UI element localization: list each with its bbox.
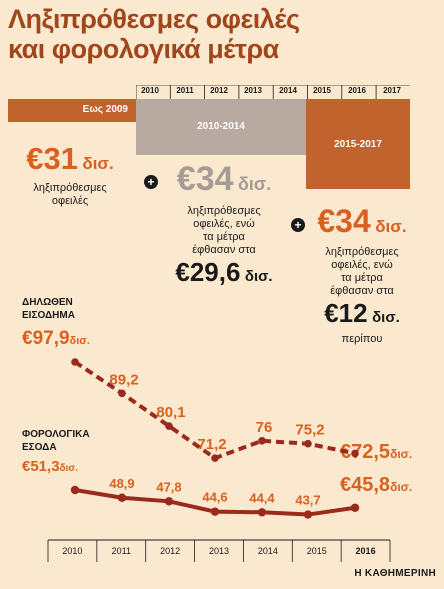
tax-data-point [257,508,267,517]
top-year: 2012 [210,86,228,95]
top-year: 2013 [244,86,262,95]
top-year: 2014 [279,86,297,95]
tax-data-point [164,497,174,506]
income-value-label: 71,2 [197,436,226,453]
tax-data-point [350,503,360,512]
tax-series-line [74,488,356,517]
tax-value-label: 44,4 [249,490,275,505]
period-band-until-2009: Εως 2009 [8,99,136,122]
tax-first-value: €51,3δισ. [22,458,79,475]
tax-value-label: 48,9 [109,476,134,491]
tax-value-label: 47,8 [156,479,181,494]
x-tick-label: 2013 [209,546,229,556]
income-data-point [118,389,126,398]
tax-series-label: ΦΟΡΟΛΟΓΙΚΑ ΕΣΟΔΑ [22,429,90,453]
top-year: 2016 [348,86,366,95]
plus-icon: + [144,175,158,189]
arrears-amount: €34 [176,160,234,198]
income-series-label: ΔΗΛΩΘΕΝ ΕΙΣΟΔΗΜΑ [22,297,75,321]
top-year: 2011 [176,86,194,95]
tax-last-value: €45,8δισ. [340,474,413,496]
income-first-value: €97,9δισ. [22,328,90,349]
income-value-label: 75,2 [295,422,324,439]
x-tick-label: 2016 [356,546,376,556]
income-data-point [304,439,312,448]
x-tick-label: 2014 [258,546,278,556]
tax-data-point [117,493,127,502]
x-tick-label: 2012 [160,546,180,556]
block-until-2009: €31 δισ. ληξιπρόθεσμες οφειλές [26,141,114,208]
top-year-bar: 2010 2011 2012 2013 2014 2015 2016 2017 [136,85,410,99]
top-year: 2017 [383,86,401,95]
arrears-amount: €34 [317,203,371,239]
arrears-amount: €31 [26,141,78,176]
measures-amount: €12 [324,298,368,328]
income-series-line [73,360,356,461]
measures-amount: €29,6 [175,257,241,287]
period-band-2015-2017: 2015-2017 [306,99,410,189]
top-year: 2015 [313,86,331,95]
tax-data-point [303,510,313,519]
plus-icon: + [291,218,305,232]
period-band-2010-2014: 2010-2014 [136,99,306,155]
income-data-point [165,422,173,430]
block-2010-2014: €34 δισ. ληξιπρόθεσμες οφειλές, ενώ τα μ… [175,160,273,287]
x-tick-label: 2015 [307,546,327,556]
income-data-point [258,437,266,445]
top-year: 2010 [141,86,159,95]
tax-value-label: 44,6 [202,490,227,505]
tax-data-point [70,485,80,495]
x-tick-label: 2011 [112,546,131,556]
source-credit: Η ΚΑΘΗΜΕΡΙΝΗ [354,568,436,579]
income-value-label: 76 [256,419,273,436]
x-tick-label: 2010 [62,546,82,556]
income-value-label: 89,2 [109,371,138,388]
income-last-value: €72,5δισ. [340,441,413,463]
tax-data-point [210,507,220,516]
income-data-point [211,454,219,462]
income-data-point [71,358,79,366]
chart-title: Ληξιπρόθεσμες οφειλές και φορολογικά μέτ… [8,4,300,64]
tax-value-label: 43,7 [295,493,320,508]
block-2015-2017: €34 δισ. ληξιπρόθεσμες οφειλές, ενώ τα μ… [317,203,407,345]
income-value-label: 80,1 [156,404,185,421]
